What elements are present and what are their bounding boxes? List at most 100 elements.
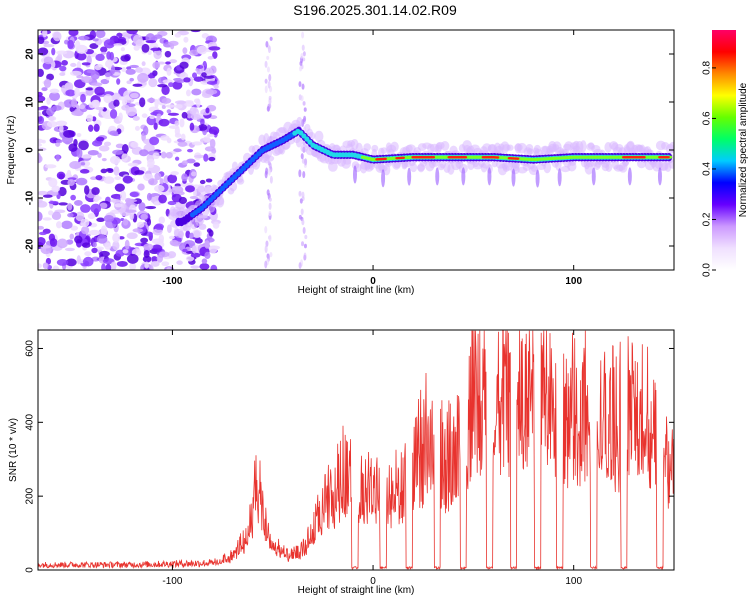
spectrogram-stripe-blob [266, 189, 270, 196]
spectrogram-noise-blob [182, 248, 188, 253]
spectrogram-noise-blob [208, 46, 221, 51]
spectrogram-noise-blob [38, 237, 46, 246]
spectrogram-noise-blob [122, 218, 129, 226]
colorbar-label: Normalized spectral amplitude [738, 82, 749, 217]
spectrogram-noise-blob [38, 225, 45, 230]
spectrogram-noise-blob [174, 120, 180, 127]
spectrogram-noise-blob [109, 108, 118, 119]
spectrogram-noise-blob [92, 99, 101, 108]
spectrogram-noise-blob [48, 210, 54, 216]
spectrogram-noise-blob [199, 179, 206, 185]
spectrogram-noise-blob [43, 78, 52, 88]
spectrogram-noise-blob [74, 235, 83, 244]
spectrogram-noise-blob [210, 264, 218, 270]
spectrogram-noise-blob [171, 185, 184, 194]
spectrogram-noise-blob [205, 178, 213, 183]
spectrogram-stripe-blob [300, 208, 304, 216]
spectrogram-noise-blob [165, 61, 171, 65]
spectrogram-noise-blob [101, 157, 107, 162]
spectrogram-noise-blob [166, 267, 172, 270]
spectrogram-y-tick-label: 10 [25, 96, 36, 108]
spectrogram-noise-blob [69, 233, 75, 240]
spectrogram-noise-blob [208, 126, 220, 136]
spectrogram-stripe-blob [267, 81, 271, 89]
spectrogram-noise-blob [84, 185, 90, 195]
spectrogram-noise-blob [183, 36, 189, 43]
spectrogram-noise-blob [147, 72, 156, 79]
spectrogram-noise-blob [190, 252, 201, 258]
spectrogram-noise-blob [38, 143, 43, 147]
spectrogram-noise-blob [79, 169, 90, 174]
spectrogram-stripe-blob [298, 81, 302, 87]
spectrogram-noise-blob [161, 105, 166, 109]
spectrogram-noise-blob [55, 139, 63, 144]
spectrogram-spike [511, 168, 516, 187]
spectrogram-noise-blob [113, 43, 123, 47]
snr-y-tick-label: 600 [25, 340, 36, 357]
spectrogram-noise-blob [98, 145, 110, 152]
spectrogram-stripe-blob [300, 153, 304, 160]
spectrogram-halo-blob [543, 161, 552, 174]
spectrogram-ridge-mid [652, 155, 658, 159]
spectrogram-noise-blob [165, 104, 176, 108]
spectrogram-noise-blob [85, 87, 94, 91]
spectrogram-halo-blob [410, 162, 418, 173]
spectrogram-noise-blob [103, 214, 115, 223]
spectrogram-noise-blob [67, 39, 74, 49]
spectrogram-noise-blob [181, 160, 188, 166]
spectrogram-noise-blob [96, 217, 105, 222]
spectrogram-noise-blob [148, 78, 158, 88]
spectrogram-y-ticks: -20 -10 0 10 20 [25, 48, 674, 253]
spectrogram-noise-blob [46, 107, 55, 116]
spectrogram-noise-blob [129, 263, 137, 270]
spectrogram-stripe-blob [268, 95, 272, 101]
spectrogram-noise-blob [114, 183, 125, 192]
spectrogram-stripe-blob [268, 202, 272, 210]
snr-x-tick-label: 0 [370, 576, 376, 587]
spectrogram-noise-blob [71, 98, 78, 108]
spectrogram-halo-blob [405, 144, 416, 153]
spectrogram-y-tick-label: -10 [25, 190, 36, 205]
spectrogram-noise-blob [70, 194, 76, 201]
spectrogram-noise-blob [79, 104, 85, 110]
spectrogram-noise-blob [111, 92, 122, 102]
spectrogram-spike [352, 165, 357, 184]
spectrogram-noise-blob [125, 209, 137, 213]
spectrogram-noise-blob [197, 185, 206, 193]
spectrogram-halo-blob [328, 161, 338, 172]
spectrogram-noise-blob [113, 166, 120, 176]
spectrogram-ridge-peak [515, 157, 520, 160]
spectrogram-halo-blob [314, 130, 324, 142]
spectrogram-ridge-peak [666, 156, 670, 159]
spectrogram-spike [381, 169, 386, 188]
spectrogram-noise-blob [173, 148, 182, 153]
colorbar: 0.0 0.2 0.4 0.6 0.8 Normalized spectral ampl… [702, 30, 749, 277]
spectrogram-noise-blob [156, 113, 162, 119]
spectrogram-ridge-mid [613, 155, 619, 159]
spectrogram-y-tick-label: 20 [25, 48, 36, 60]
colorbar-tick-label: 0.4 [702, 162, 713, 176]
spectrogram-x-label: Height of straight line (km) [298, 285, 415, 296]
spectrogram-noise-blob [109, 155, 121, 165]
spectrogram-noise-blob [76, 148, 83, 159]
spectrogram-noise-blob [179, 118, 185, 128]
spectrogram-noise-blob [202, 136, 211, 143]
spectrogram-stripe-blob [264, 78, 268, 84]
spectrogram-noise-blob [48, 115, 57, 121]
spectrogram-noise-blob [65, 258, 77, 267]
spectrogram-noise-blob [90, 71, 100, 80]
spectrogram-noise-blob [186, 158, 196, 164]
spectrogram-noise-blob [126, 253, 139, 264]
spectrogram-noise-blob [99, 250, 110, 257]
spectrogram-noise-blob [92, 241, 97, 248]
spectrogram-noise-blob [89, 30, 97, 40]
spectrogram-noise-blob [161, 85, 170, 96]
spectrogram-ridge-mid [646, 155, 652, 159]
spectrogram-halo-blob [264, 155, 275, 162]
spectrogram-noise-blob [110, 261, 117, 270]
spectrogram-noise-blob [48, 177, 58, 188]
spectrogram-noise-blob [137, 183, 145, 191]
spectrogram-noise-blob [41, 87, 48, 92]
spectrogram-noise-blob [76, 132, 82, 138]
spectrogram-noise-blob [166, 224, 172, 233]
